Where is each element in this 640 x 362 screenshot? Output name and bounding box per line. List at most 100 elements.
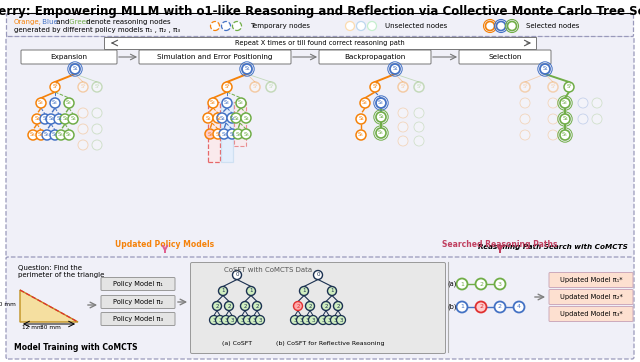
Circle shape (520, 130, 530, 140)
Text: 3: 3 (305, 317, 308, 323)
Circle shape (56, 130, 66, 140)
Text: S₄: S₄ (233, 115, 239, 121)
FancyBboxPatch shape (234, 102, 246, 146)
Circle shape (236, 98, 246, 108)
Circle shape (303, 316, 312, 324)
Text: Green: Green (67, 19, 90, 25)
Circle shape (42, 130, 52, 140)
FancyBboxPatch shape (101, 295, 175, 308)
Text: 1: 1 (330, 289, 333, 294)
Text: S₅: S₅ (44, 132, 50, 138)
Circle shape (92, 108, 102, 118)
Text: Blue: Blue (40, 19, 58, 25)
Text: (b) CoSFT for Reflective Reasoning: (b) CoSFT for Reflective Reasoning (276, 341, 384, 346)
Text: Question: Find the
perimeter of the triangle: Question: Find the perimeter of the tria… (18, 265, 104, 278)
Text: S₅: S₅ (58, 132, 64, 138)
Circle shape (205, 129, 215, 139)
Circle shape (222, 98, 232, 108)
Text: denote reasoning nodes: denote reasoning nodes (84, 19, 171, 25)
Text: S₄: S₄ (42, 117, 48, 122)
Text: S₅: S₅ (221, 131, 227, 136)
Circle shape (291, 316, 300, 324)
Text: 3: 3 (259, 317, 262, 323)
Circle shape (70, 64, 80, 74)
Circle shape (68, 114, 78, 124)
Text: (a): (a) (447, 281, 457, 287)
Text: 1: 1 (221, 289, 225, 294)
Circle shape (497, 21, 506, 30)
Circle shape (456, 278, 467, 290)
Circle shape (237, 316, 246, 324)
FancyBboxPatch shape (221, 102, 233, 162)
FancyBboxPatch shape (139, 50, 291, 64)
Circle shape (266, 82, 276, 92)
Text: 2: 2 (324, 303, 328, 308)
Text: S₃: S₃ (238, 101, 244, 105)
Text: S₅: S₅ (66, 132, 72, 138)
Text: Updated Policy Models: Updated Policy Models (115, 240, 214, 249)
Circle shape (231, 113, 241, 123)
Text: S₅: S₅ (30, 132, 36, 138)
Circle shape (217, 113, 227, 123)
Text: S₄: S₄ (229, 115, 235, 121)
Text: S₃: S₃ (52, 101, 58, 105)
Text: 3: 3 (293, 317, 297, 323)
Text: S₅: S₅ (358, 132, 364, 138)
Circle shape (227, 129, 237, 139)
Circle shape (414, 82, 424, 92)
Circle shape (296, 316, 305, 324)
Circle shape (390, 64, 400, 74)
Circle shape (337, 316, 346, 324)
Circle shape (319, 316, 328, 324)
Circle shape (476, 278, 486, 290)
Text: 2: 2 (215, 303, 219, 308)
Text: Updated Model π₂*: Updated Model π₂* (559, 294, 623, 300)
Circle shape (36, 130, 46, 140)
Circle shape (243, 316, 253, 324)
FancyBboxPatch shape (21, 50, 117, 64)
Text: Model Training with CoMCTS: Model Training with CoMCTS (14, 343, 138, 352)
Circle shape (456, 302, 467, 312)
Circle shape (560, 98, 570, 108)
Circle shape (376, 112, 386, 122)
Text: S₅: S₅ (562, 132, 568, 138)
Circle shape (548, 98, 558, 108)
Circle shape (592, 98, 602, 108)
Text: 1: 1 (302, 289, 306, 294)
Circle shape (78, 108, 88, 118)
Circle shape (92, 140, 102, 150)
Text: 2: 2 (255, 303, 259, 308)
FancyBboxPatch shape (6, 36, 634, 259)
Circle shape (513, 302, 525, 312)
Circle shape (560, 114, 570, 124)
Text: 2: 2 (498, 304, 502, 310)
Circle shape (241, 302, 250, 311)
Text: 3: 3 (252, 317, 256, 323)
Text: Mulberry: Empowering MLLM with o1-like Reasoning and Reflection via Collective M: Mulberry: Empowering MLLM with o1-like R… (0, 5, 640, 18)
Circle shape (246, 286, 255, 295)
Text: S₃: S₃ (378, 101, 384, 105)
Circle shape (216, 316, 225, 324)
Circle shape (50, 130, 60, 140)
Circle shape (548, 130, 558, 140)
Circle shape (213, 129, 223, 139)
Text: S₄: S₄ (358, 117, 364, 122)
Circle shape (92, 124, 102, 134)
Text: S₃: S₃ (224, 101, 230, 105)
Text: S₄: S₄ (70, 117, 76, 122)
Circle shape (370, 82, 380, 92)
Text: S₄: S₄ (219, 115, 225, 121)
Text: Selected nodes: Selected nodes (526, 23, 579, 29)
Circle shape (211, 21, 220, 30)
Text: S₄: S₄ (34, 117, 40, 122)
Text: Unselected nodes: Unselected nodes (385, 23, 447, 29)
Circle shape (64, 98, 74, 108)
Circle shape (414, 136, 424, 146)
Circle shape (560, 130, 570, 140)
Text: S₁: S₁ (542, 67, 548, 72)
Circle shape (78, 140, 88, 150)
Text: Temporary nodes: Temporary nodes (250, 23, 310, 29)
Text: 3: 3 (333, 317, 337, 323)
Text: Policy Model π₃: Policy Model π₃ (113, 316, 163, 322)
Circle shape (578, 114, 588, 124)
